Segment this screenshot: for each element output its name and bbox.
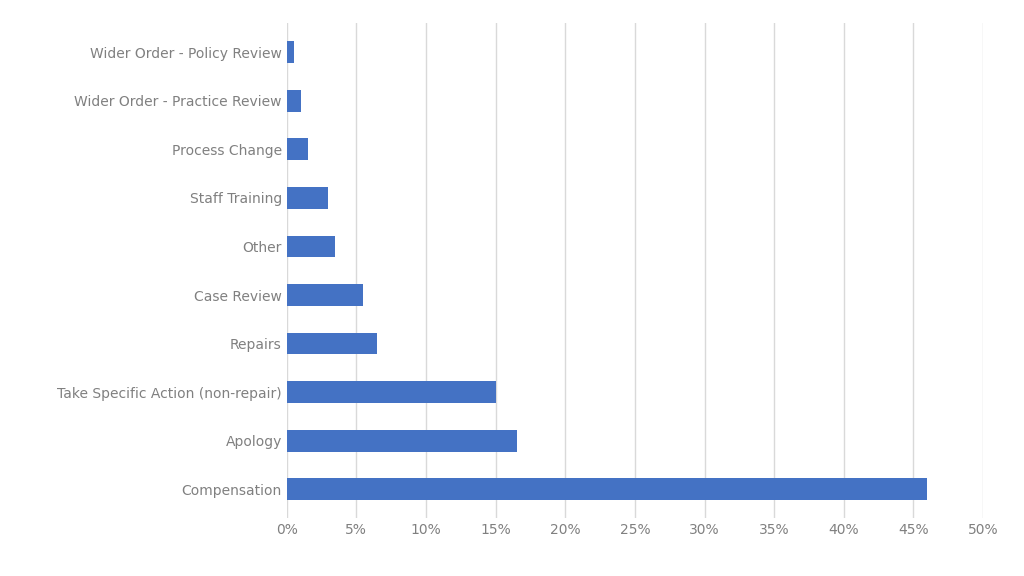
Bar: [287, 41, 294, 63]
Bar: [287, 478, 928, 500]
Bar: [287, 381, 496, 403]
Bar: [287, 187, 329, 209]
Bar: [287, 430, 516, 452]
Bar: [287, 284, 364, 306]
Bar: [287, 332, 377, 354]
Bar: [287, 236, 336, 257]
Bar: [287, 138, 307, 160]
Bar: [287, 90, 301, 112]
